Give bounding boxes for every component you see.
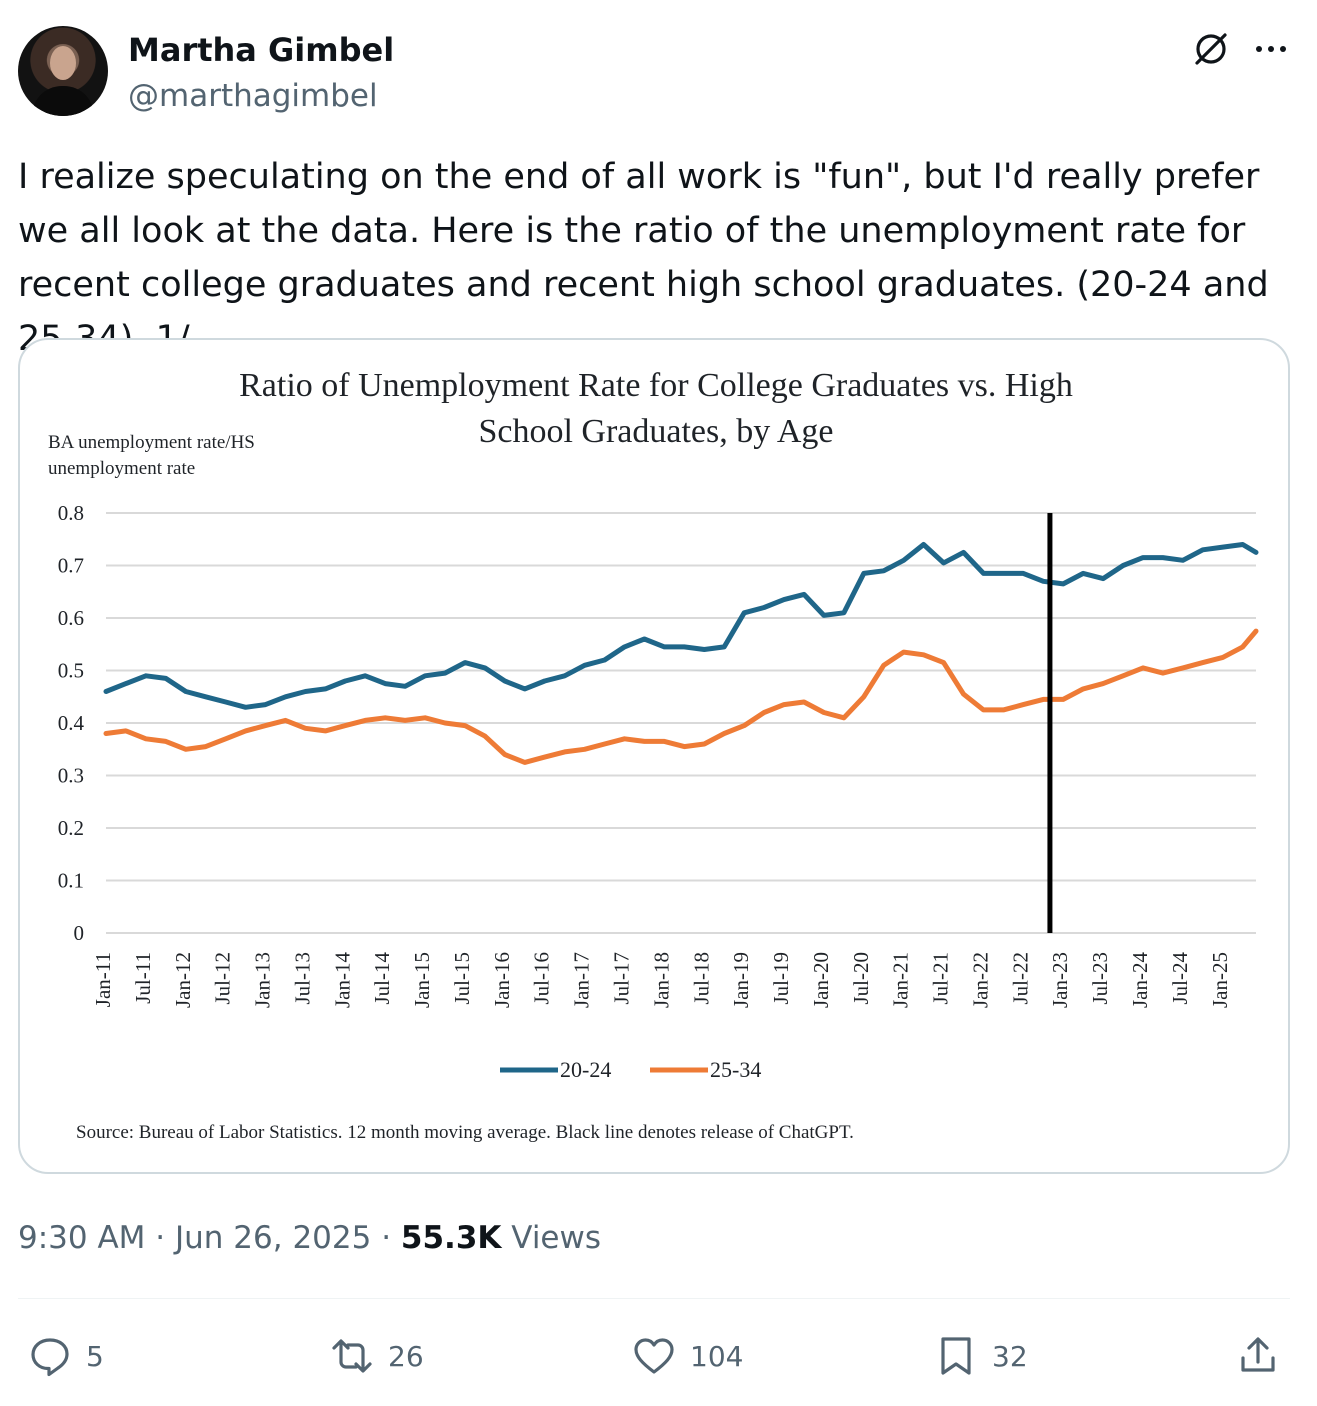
- x-tick-label: Jan-16: [490, 952, 514, 1008]
- like-icon: [634, 1338, 674, 1374]
- x-tick-label: Jan-25: [1208, 952, 1232, 1008]
- x-tick-label: Jul-18: [689, 952, 713, 1005]
- x-tick-label: Jan-22: [968, 952, 992, 1008]
- reply-count: 5: [86, 1339, 104, 1373]
- x-tick-label: Jan-21: [889, 952, 913, 1008]
- y-tick-label: 0.4: [58, 711, 85, 735]
- avatar[interactable]: [18, 26, 108, 116]
- reply-button[interactable]: 5: [28, 1328, 104, 1384]
- x-tick-label: Jul-11: [131, 952, 155, 1004]
- divider: [18, 1298, 1290, 1299]
- grok-icon[interactable]: [1190, 28, 1232, 70]
- tweet-date[interactable]: Jun 26, 2025: [175, 1220, 372, 1256]
- x-tick-label: Jan-20: [809, 952, 833, 1008]
- tweet-text: I realize speculating on the end of all …: [18, 157, 1269, 359]
- like-count: 104: [690, 1339, 744, 1373]
- series-line-20-24: [103, 542, 1259, 710]
- x-tick-label: Jan-24: [1128, 952, 1152, 1008]
- x-tick-label: Jan-17: [570, 952, 594, 1008]
- x-tick-label: Jan-11: [91, 952, 115, 1007]
- y-tick-label: 0.1: [58, 869, 84, 893]
- legend: 20-24 25-34: [500, 1057, 761, 1082]
- y-tick-label: 0.3: [58, 764, 84, 788]
- chart-title-line-1: Ratio of Unemployment Rate for College G…: [239, 367, 1073, 404]
- y-axis-label-line-2: unemployment rate: [48, 458, 195, 479]
- series-line-25-34: [103, 628, 1259, 765]
- chart-source-note: Source: Bureau of Labor Statistics. 12 m…: [76, 1122, 854, 1143]
- plot-area: 0 0.1 0.2 0.3 0.4 0.5 0.6 0.7 0.8 Jan-11 Jul-11 Jan…: [58, 501, 1259, 1008]
- x-tick-label: Jul-13: [290, 952, 314, 1005]
- share-icon: [1241, 1337, 1275, 1372]
- x-tick-label: Jul-23: [1088, 952, 1112, 1005]
- repost-count: 26: [388, 1339, 424, 1373]
- avatar-face: [50, 46, 76, 80]
- x-tick-label: Jul-19: [769, 952, 793, 1005]
- repost-icon: [332, 1339, 372, 1373]
- x-tick-label: Jan-13: [251, 952, 275, 1008]
- meta-separator: ·: [381, 1220, 392, 1256]
- x-tick-label: Jul-15: [450, 952, 474, 1005]
- chart: Ratio of Unemployment Rate for College G…: [48, 367, 1259, 1143]
- y-axis-label-line-1: BA unemployment rate/HS: [48, 432, 255, 453]
- x-tick-label: Jan-19: [729, 952, 753, 1008]
- bookmark-icon: [941, 1337, 971, 1375]
- reply-icon: [31, 1338, 69, 1377]
- x-tick-label: Jul-12: [211, 952, 235, 1005]
- tweet-time[interactable]: 9:30 AM: [18, 1220, 146, 1256]
- meta-separator: ·: [155, 1220, 166, 1256]
- x-tick-label: Jul-22: [1008, 952, 1032, 1005]
- y-tick-label: 0.6: [58, 606, 84, 630]
- y-tick-label: 0.8: [58, 501, 84, 525]
- x-tick-label: Jan-18: [649, 952, 673, 1008]
- x-tick-label: Jul-24: [1168, 952, 1192, 1005]
- views-count: 55.3K: [400, 1220, 502, 1256]
- views-label: Views: [511, 1220, 602, 1256]
- chart-title-line-2: School Graduates, by Age: [478, 413, 833, 450]
- y-tick-label: 0.7: [58, 554, 84, 578]
- author-handle[interactable]: @marthagimbel: [128, 78, 378, 114]
- share-button[interactable]: [1236, 1328, 1294, 1384]
- repost-button[interactable]: 26: [330, 1328, 424, 1384]
- x-tick-label: Jul-17: [609, 952, 633, 1005]
- x-tick-label: Jul-16: [530, 952, 554, 1005]
- tweet-media-chart[interactable]: Ratio of Unemployment Rate for College G…: [18, 338, 1290, 1174]
- bookmark-count: 32: [992, 1339, 1028, 1373]
- like-button[interactable]: 104: [632, 1328, 743, 1384]
- legend-label-20-24: 20-24: [560, 1057, 611, 1082]
- tweet-meta: 9:30 AM · Jun 26, 2025 · 55.3K Views: [18, 1214, 601, 1262]
- x-tick-label: Jan-12: [171, 952, 195, 1008]
- y-tick-label: 0.2: [58, 816, 84, 840]
- author-name[interactable]: Martha Gimbel: [128, 31, 395, 69]
- x-tick-label: Jul-21: [929, 952, 953, 1005]
- x-tick-label: Jan-15: [410, 952, 434, 1008]
- more-icon[interactable]: [1250, 30, 1292, 68]
- x-tick-label: Jan-14: [330, 952, 354, 1008]
- y-tick-label: 0: [74, 921, 85, 945]
- y-tick-label: 0.5: [58, 659, 84, 683]
- legend-label-25-34: 25-34: [710, 1057, 761, 1082]
- x-tick-label: Jul-14: [370, 952, 394, 1005]
- x-tick-label: Jul-20: [849, 952, 873, 1005]
- avatar-body: [32, 86, 94, 116]
- bookmark-button[interactable]: 32: [934, 1328, 1028, 1384]
- x-tick-label: Jan-23: [1048, 952, 1072, 1008]
